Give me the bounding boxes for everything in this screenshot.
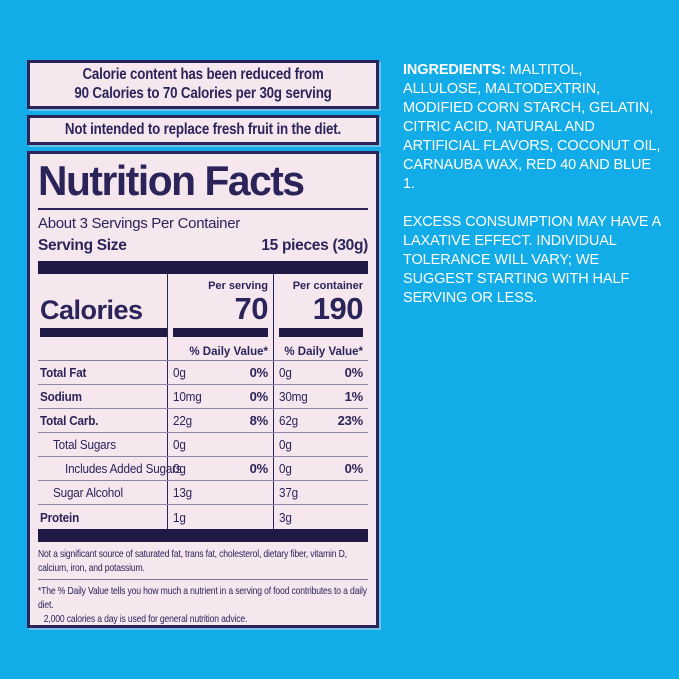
per-container-daily-value-header: % Daily Value* xyxy=(284,346,363,358)
per-serving-calories: 70 xyxy=(234,291,269,326)
container-amount: 0g xyxy=(279,437,292,452)
container-daily-value: 23% xyxy=(337,413,364,428)
footnote-daily-value-line1: *The % Daily Value tells you how much a … xyxy=(38,585,367,611)
nutrient-row-sugar-alcohol: Sugar Alcohol 13g 37g xyxy=(38,481,368,505)
nutrient-label: Total Sugars xyxy=(53,437,116,452)
nutrient-label: Includes Added Sugars xyxy=(65,461,182,476)
container-daily-value: 1% xyxy=(344,389,364,404)
serving-daily-value: 0% xyxy=(249,365,269,380)
title-divider xyxy=(38,208,368,210)
bottom-thick-bar xyxy=(38,529,368,542)
ingredients-list: MALTITOL, ALLULOSE, MALTODEXTRIN, MODIFI… xyxy=(403,62,661,192)
label-left-column: Calorie content has been reduced from 90… xyxy=(27,60,379,628)
serving-daily-value: 0% xyxy=(249,389,269,404)
per-serving-label: Per serving xyxy=(208,280,268,292)
per-container-underline-bar xyxy=(279,328,363,337)
banner-calorie-reduction-line1: Calorie content has been reduced from xyxy=(82,66,324,83)
nutrition-facts-panel: Nutrition Facts About 3 Servings Per Con… xyxy=(27,151,379,628)
serving-amount: 10mg xyxy=(173,389,202,404)
nutrition-facts-title: Nutrition Facts xyxy=(38,157,305,204)
nutrient-row-total-sugars: Total Sugars 0g 0g xyxy=(38,433,368,457)
footnote-divider xyxy=(38,579,368,580)
serving-daily-value: 8% xyxy=(249,413,269,428)
container-amount: 0g xyxy=(279,365,292,380)
serving-amount: 1g xyxy=(173,509,186,525)
top-thick-bar xyxy=(38,261,368,274)
container-amount: 62g xyxy=(279,413,298,428)
nutrient-row-sodium: Sodium 10mg 0% 30mg 1% xyxy=(38,385,368,409)
per-serving-underline-bar xyxy=(173,328,268,337)
container-daily-value: 0% xyxy=(344,461,364,476)
calories-header: Calories Per serving 70 % Daily Value* P… xyxy=(38,274,368,361)
serving-amount: 0g xyxy=(173,437,186,452)
nutrient-label: Total Carb. xyxy=(40,413,99,428)
calories-underline-bar xyxy=(40,328,167,337)
ingredients-label: INGREDIENTS: xyxy=(403,62,506,78)
container-amount: 0g xyxy=(279,461,292,476)
per-container-label: Per container xyxy=(292,280,363,292)
footnote-daily-value-line2: 2,000 calories a day is used for general… xyxy=(43,613,248,625)
nutrient-row-total-carb: Total Carb. 22g 8% 62g 23% xyxy=(38,409,368,433)
serving-size-label: Serving Size xyxy=(38,237,127,254)
banner-fresh-fruit-disclaimer: Not intended to replace fresh fruit in t… xyxy=(27,115,379,145)
nutrient-label: Total Fat xyxy=(40,365,87,380)
serving-size-value: 15 pieces (30g) xyxy=(261,237,368,254)
serving-size-row: Serving Size 15 pieces (30g) xyxy=(38,234,368,257)
banner-fresh-fruit-line1: Not intended to replace fresh fruit in t… xyxy=(64,121,342,138)
banner-calorie-reduction-line2: 90 Calories to 70 Calories per 30g servi… xyxy=(74,85,332,102)
nutrient-row-protein: Protein 1g 3g xyxy=(38,505,368,529)
container-amount: 3g xyxy=(279,509,292,525)
container-daily-value: 0% xyxy=(344,365,364,380)
container-amount: 37g xyxy=(279,485,298,500)
serving-amount: 0g xyxy=(173,365,186,380)
per-container-calories: 190 xyxy=(312,291,364,326)
nutrient-row-total-fat: Total Fat 0g 0% 0g 0% xyxy=(38,361,368,385)
calories-spacer xyxy=(40,337,167,360)
per-container-cell: Per container 190 % Daily Value* xyxy=(273,274,368,360)
serving-daily-value: 0% xyxy=(249,461,269,476)
calories-cell: Calories xyxy=(38,274,167,360)
nutrient-label: Sugar Alcohol xyxy=(53,485,123,500)
ingredients-paragraph: INGREDIENTS: MALTITOL, ALLULOSE, MALTODE… xyxy=(403,61,662,194)
footnote-not-significant: Not a significant source of saturated fa… xyxy=(38,548,347,574)
per-serving-daily-value-header: % Daily Value* xyxy=(189,346,268,358)
calories-label: Calories xyxy=(40,295,143,325)
servings-per-container: About 3 Servings Per Container xyxy=(38,215,240,232)
serving-amount: 0g xyxy=(173,461,186,476)
footnote-daily-value: *The % Daily Value tells you how much a … xyxy=(38,584,368,626)
label-right-column: INGREDIENTS: MALTITOL, ALLULOSE, MALTODE… xyxy=(403,61,662,308)
nutrient-row-added-sugars: Includes Added Sugars 0g 0% 0g 0% xyxy=(38,457,368,481)
banner-calorie-reduction: Calorie content has been reduced from 90… xyxy=(27,60,379,109)
laxative-warning: EXCESS CONSUMPTION MAY HAVE A LAXATIVE E… xyxy=(403,214,661,306)
nutrient-label: Protein xyxy=(40,509,80,525)
serving-amount: 22g xyxy=(173,413,192,428)
per-serving-cell: Per serving 70 % Daily Value* xyxy=(167,274,273,360)
nutrient-label: Sodium xyxy=(40,389,82,404)
container-amount: 30mg xyxy=(279,389,308,404)
serving-amount: 13g xyxy=(173,485,192,500)
